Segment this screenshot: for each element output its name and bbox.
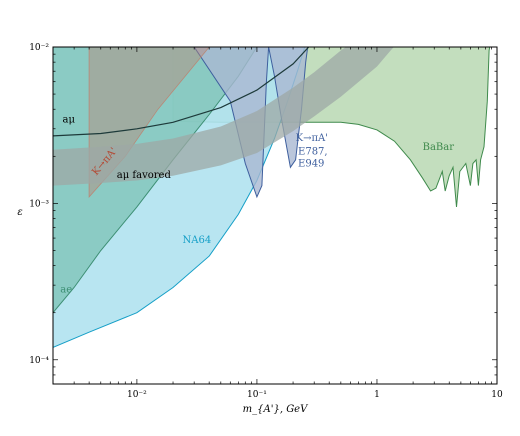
x-axis-title: m_{A'}, GeV <box>243 404 309 415</box>
annotation-k-a: K→πA' <box>296 133 328 144</box>
exclusion-regions <box>53 47 491 348</box>
annotation-ae: ae <box>60 284 72 295</box>
amu-favored-band <box>53 47 394 186</box>
axes: 10⁻² 10⁻¹ 1 10 10⁻⁴ 10⁻³ 10⁻² <box>29 43 503 400</box>
annotation-e949: E949 <box>298 159 324 170</box>
annotation-a-favored: aμ favored <box>117 170 172 181</box>
y-tick-label: 10⁻⁴ <box>29 356 49 366</box>
annotation-e787: E787, <box>298 147 328 158</box>
x-tick-label: 10 <box>491 390 503 400</box>
y-tick-label: 10⁻² <box>29 43 49 53</box>
annotation-na64: NA64 <box>183 235 212 246</box>
y-tick-label: 10⁻³ <box>29 199 49 209</box>
x-tick-label: 1 <box>374 390 380 400</box>
annotation-a: aμ <box>63 114 76 125</box>
annotation-babar: BaBar <box>423 142 455 153</box>
x-tick-label: 10⁻¹ <box>247 390 267 400</box>
y-axis-title: ε <box>17 207 22 218</box>
amu-line <box>53 47 310 137</box>
x-tick-label: 10⁻² <box>127 390 147 400</box>
plot-frame <box>52 46 498 385</box>
